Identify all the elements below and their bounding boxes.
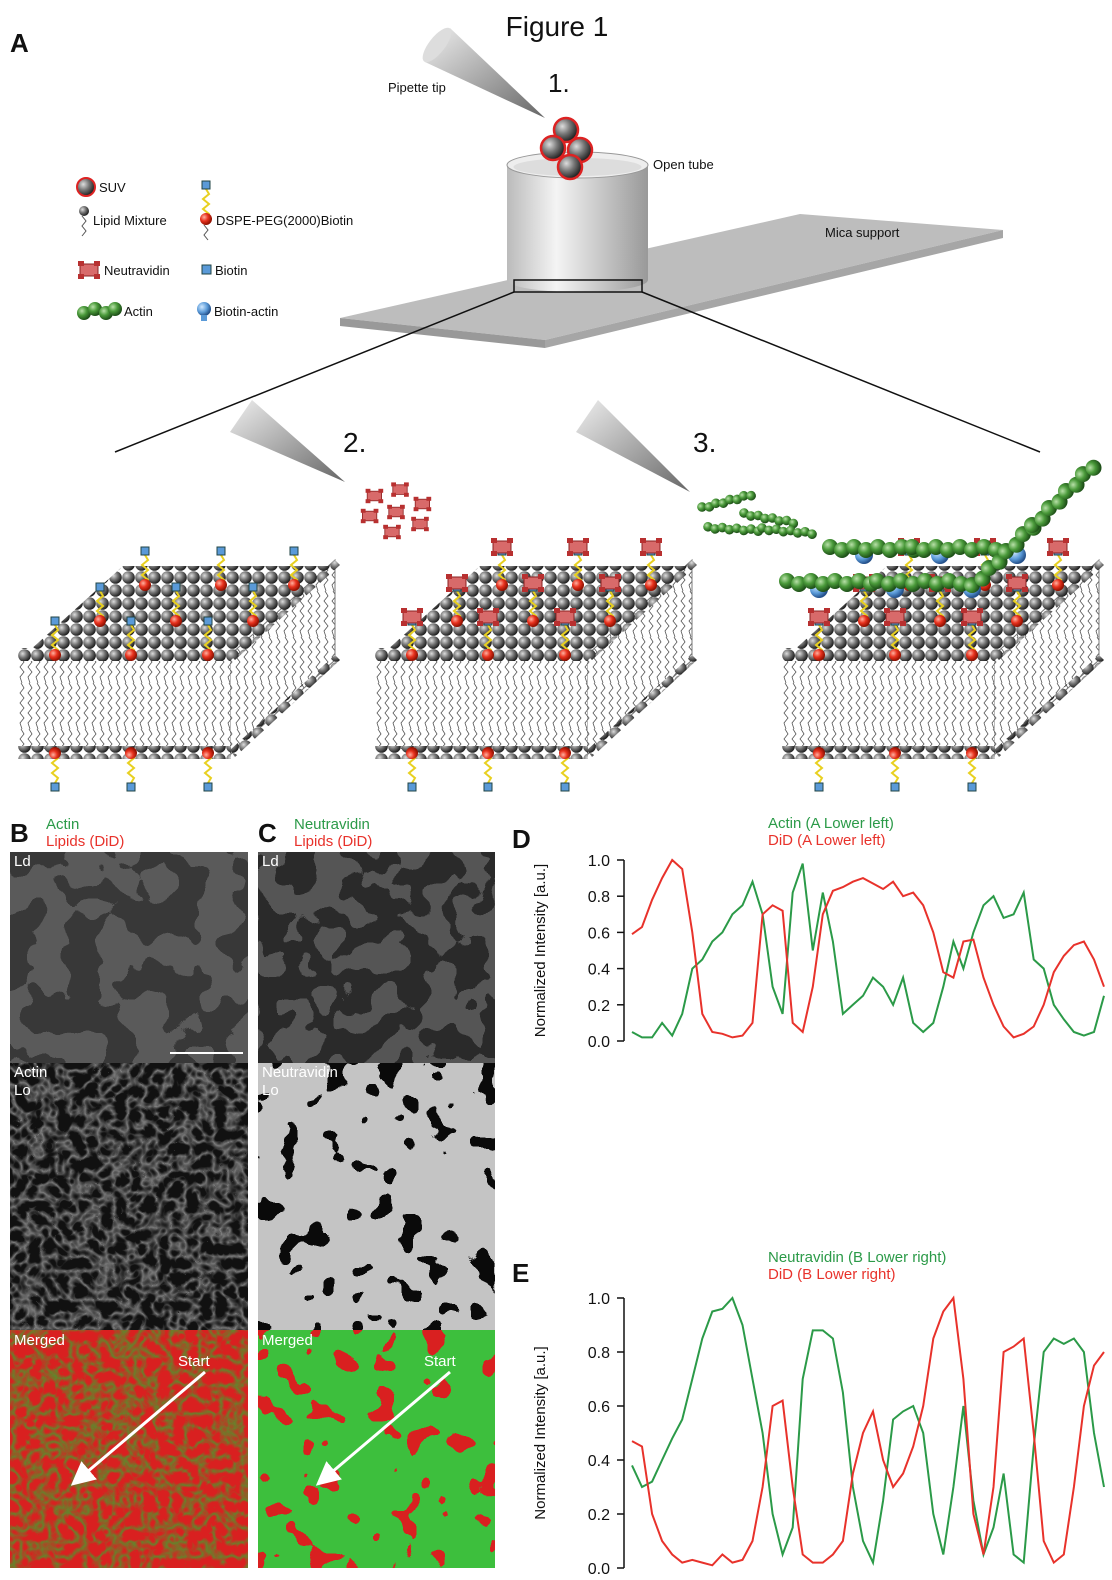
label: Open tube bbox=[653, 157, 714, 172]
image-label: Lo bbox=[14, 1082, 31, 1099]
legend-label: Biotin-actin bbox=[214, 304, 278, 319]
legend-label: Actin (A Lower left) bbox=[768, 815, 894, 832]
step-label: 3. bbox=[693, 427, 716, 458]
y-tick-label: 1.0 bbox=[588, 1291, 610, 1308]
y-axis-label: Normalized Intensity [a.u.] bbox=[532, 864, 549, 1037]
legend-label: SUV bbox=[99, 180, 126, 195]
y-tick-label: 0.0 bbox=[588, 1561, 610, 1578]
y-tick-label: 0.6 bbox=[588, 925, 610, 942]
step-label: 1. bbox=[548, 68, 570, 98]
legend-label: DSPE-PEG(2000)Biotin bbox=[216, 213, 353, 228]
pipette bbox=[576, 400, 690, 492]
y-tick-label: 1.0 bbox=[588, 853, 610, 870]
panel-letter: C bbox=[258, 818, 277, 848]
bilayer-block bbox=[18, 547, 340, 791]
y-tick-label: 0.4 bbox=[588, 1453, 610, 1470]
step-label: 2. bbox=[343, 427, 366, 458]
panel-letter: B bbox=[10, 818, 29, 848]
legend-label: Actin bbox=[124, 304, 153, 319]
figure-title: Figure 1 bbox=[506, 11, 609, 42]
image-label: Lo bbox=[262, 1082, 279, 1099]
channel-label: Actin bbox=[46, 816, 79, 833]
legend-label: Neutravidin bbox=[104, 263, 170, 278]
pipette bbox=[230, 400, 345, 482]
mica-support bbox=[340, 214, 1003, 348]
y-tick-label: 0.2 bbox=[588, 1507, 610, 1524]
y-tick-label: 0.8 bbox=[588, 1345, 610, 1362]
y-tick-label: 0.2 bbox=[588, 998, 610, 1015]
channel-label: Neutravidin bbox=[294, 816, 370, 833]
image-label: Start bbox=[424, 1353, 457, 1370]
bilayer-block bbox=[375, 538, 697, 791]
panel-letter: A bbox=[10, 28, 29, 58]
legend-label: DiD (A Lower left) bbox=[768, 832, 886, 849]
image-label: Ld bbox=[262, 853, 279, 870]
bilayer-block bbox=[779, 454, 1105, 791]
image-label: Actin bbox=[14, 1064, 47, 1081]
charts: D 0.0 0.2 0.4 0.6 0.8 1.0 Normalized Intensity … bbox=[512, 815, 1104, 1578]
panel-letter: D bbox=[512, 824, 531, 854]
legend-label: DiD (B Lower right) bbox=[768, 1266, 896, 1283]
panel-letter: E bbox=[512, 1258, 529, 1288]
image-label: Ld bbox=[14, 853, 31, 870]
y-tick-label: 0.6 bbox=[588, 1399, 610, 1416]
image-label: Merged bbox=[14, 1332, 65, 1349]
y-axis-label: Normalized Intensity [a.u.] bbox=[532, 1346, 549, 1519]
y-tick-label: 0.8 bbox=[588, 889, 610, 906]
label: Pipette tip bbox=[388, 80, 446, 95]
channel-label: Lipids (DiD) bbox=[46, 833, 124, 850]
zoom-line bbox=[115, 292, 514, 452]
actin-cluster bbox=[696, 488, 817, 539]
y-tick-label: 0.0 bbox=[588, 1034, 610, 1051]
label: Mica support bbox=[825, 225, 900, 240]
image-label: Merged bbox=[262, 1332, 313, 1349]
image-label: Start bbox=[178, 1353, 211, 1370]
micrograph bbox=[10, 852, 248, 1568]
series-line bbox=[632, 860, 1104, 1037]
figure: Figure 1 A Pipette tip 1. Open tube Mica… bbox=[0, 0, 1112, 1580]
legend: SUV Lipid Mixture DSPE-PEG(2000)Biotin N… bbox=[77, 178, 353, 321]
legend-label: Biotin bbox=[215, 263, 248, 278]
legend-label: Neutravidin (B Lower right) bbox=[768, 1249, 946, 1266]
channel-label: Lipids (DiD) bbox=[294, 833, 372, 850]
image-label: Neutravidin bbox=[262, 1064, 338, 1081]
y-tick-label: 0.4 bbox=[588, 962, 610, 979]
legend-label: Lipid Mixture bbox=[93, 213, 167, 228]
micrograph bbox=[258, 852, 495, 1568]
neutravidin-cluster bbox=[361, 482, 431, 539]
